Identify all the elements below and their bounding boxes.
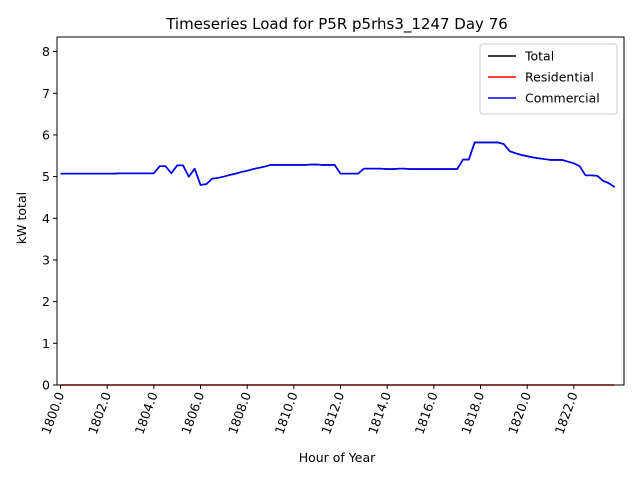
legend-label-residential: Residential <box>525 70 594 85</box>
y-tick-label: 6 <box>42 127 50 142</box>
series-line-commercial <box>60 141 616 188</box>
y-axis-label: kW total <box>14 192 29 244</box>
legend: Total Residential Commercial <box>479 43 618 115</box>
y-tick-label: 5 <box>42 169 50 184</box>
y-tick-label: 8 <box>42 44 50 59</box>
x-axis-label: Hour of Year <box>299 450 376 465</box>
legend-box <box>479 43 618 115</box>
legend-label-total: Total <box>524 49 554 64</box>
legend-label-commercial: Commercial <box>525 91 600 106</box>
y-tick-label: 1 <box>42 336 50 351</box>
y-tick-label: 3 <box>42 252 50 267</box>
y-tick-label: 7 <box>42 86 50 101</box>
y-tick-label: 2 <box>42 294 50 309</box>
y-axis: 0 1 2 3 4 5 6 7 8 <box>42 44 57 393</box>
y-tick-label: 4 <box>42 211 50 226</box>
y-tick-label: 0 <box>42 378 50 393</box>
chart-title: Timeseries Load for P5R p5rhs3_1247 Day … <box>165 15 508 34</box>
